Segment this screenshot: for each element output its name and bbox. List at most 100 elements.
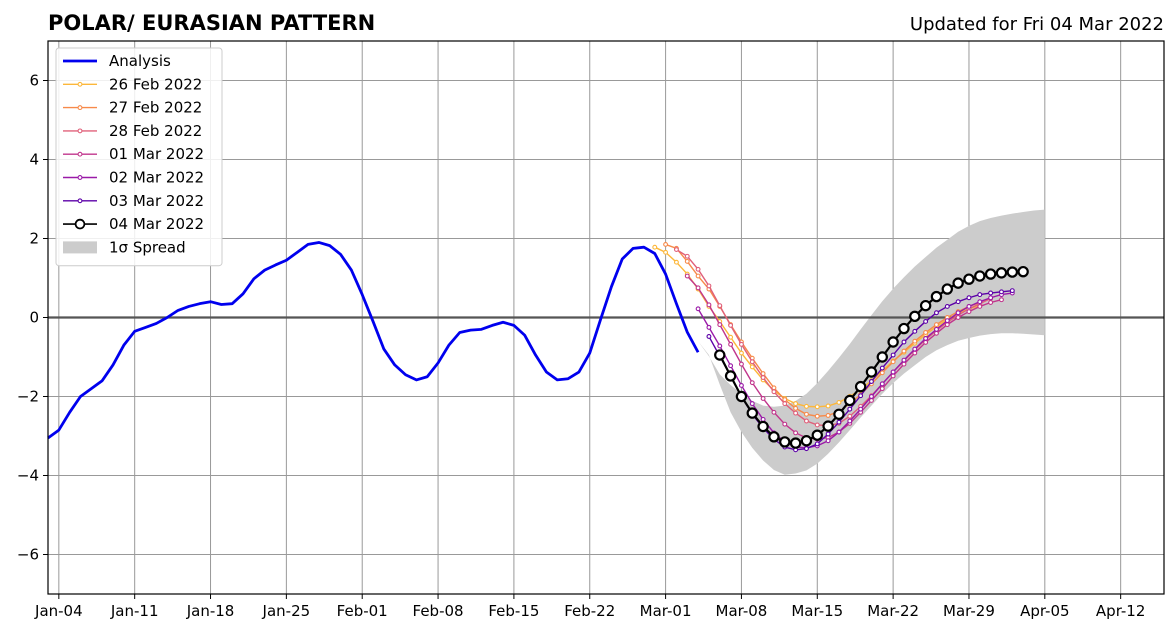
series-point [684,273,690,279]
legend-label: 1σ Spread [109,238,186,256]
series-point [717,343,723,349]
series-point [746,407,758,419]
series-point [803,446,809,452]
series-point [814,422,820,428]
series-point [695,266,701,272]
series-point [890,359,896,365]
series-point [901,357,907,363]
series-point [728,322,734,328]
series-point [909,310,921,323]
legend-label: 28 Feb 2022 [109,122,202,140]
series-point [825,431,831,437]
series-point [901,348,907,354]
series-point [934,310,939,316]
series-point [735,390,748,403]
spread-band [698,209,1045,475]
series-layer [47,241,1029,453]
series-point [879,370,885,376]
series-point [934,326,939,332]
series-point [977,299,983,305]
legend: Analysis 26 Feb 2022 27 Feb 2022 28 Feb 202… [55,47,223,267]
series-point [803,403,809,409]
series-point [966,303,972,309]
legend-marker [77,105,83,111]
x-tick-label: Apr-05 [1020,602,1070,620]
series-point [1009,288,1015,294]
series-point [912,346,918,352]
legend-item: 27 Feb 2022 [63,99,202,117]
series-point [684,258,690,264]
series-point [760,416,766,422]
legend-item: 01 Mar 2022 [63,145,204,163]
series-point [941,283,954,295]
series-point [944,303,950,309]
legend-item: 02 Mar 2022 [63,169,204,187]
series-point [695,273,701,279]
series-point [728,363,734,369]
series-point [825,403,831,409]
x-tick-label: Feb-08 [413,602,464,620]
series-point [724,370,737,382]
chart-subtitle: Updated for Fri 04 Mar 2022 [910,14,1164,35]
series-point [934,322,939,328]
x-tick-label: Mar-29 [943,602,995,620]
series-point [865,366,878,378]
series-point [944,318,950,324]
axes-layer: Jan-04 Jan-11 Jan-18 Jan-25 Feb-01 Feb-08 Feb-… [17,40,1165,620]
series-point [749,364,755,370]
x-tick-label: Mar-15 [791,602,843,620]
series-point [717,303,723,309]
series-point [771,409,777,415]
series-point [811,429,823,441]
y-tick-label: −2 [17,388,39,406]
series-point [977,292,983,298]
legend-box [55,47,223,267]
legend-label: 01 Mar 2022 [109,145,204,163]
y-tick-label: 6 [29,72,39,90]
series-point [887,336,899,348]
series-point [858,406,864,412]
x-tick-label: Feb-01 [337,602,388,620]
series-point [757,420,769,433]
series-point [779,436,791,448]
series-point [847,413,853,419]
legend-label: 04 Mar 2022 [109,215,204,233]
series-point [833,408,845,420]
series-point [912,350,918,356]
series-point [749,359,755,365]
series-point [952,277,964,289]
x-tick-label: Jan-25 [262,602,311,620]
series-point [695,285,701,291]
series-point [706,334,712,339]
series-point [898,322,910,335]
series-point [890,352,896,358]
series-point [695,306,701,312]
legend-item: 28 Feb 2022 [63,122,202,140]
series-point [1017,265,1029,278]
series-point [963,273,975,285]
legend-item: 26 Feb 2022 [63,75,202,93]
series-point [738,350,744,356]
series-point [749,401,755,407]
series-point [919,299,932,312]
series-point [706,302,712,308]
series-point [955,315,961,320]
x-tick-label: Jan-18 [186,602,235,620]
legend-item: 04 Mar 2022 [63,215,204,233]
series-point [684,253,690,259]
series-point [663,249,669,255]
series-point [923,335,929,341]
series-point [901,339,907,345]
legend-label: 03 Mar 2022 [109,192,204,210]
legend-item: Analysis [63,52,171,70]
series-point [714,349,726,361]
x-tick-label: Mar-08 [716,602,768,620]
series-point [890,369,896,375]
series-point [912,338,918,344]
series-point [847,406,853,412]
series-point [803,411,809,417]
x-tick-label: Feb-22 [564,602,615,620]
y-tick-label: 2 [29,230,39,248]
series-point [738,361,744,367]
series-point [944,322,950,328]
